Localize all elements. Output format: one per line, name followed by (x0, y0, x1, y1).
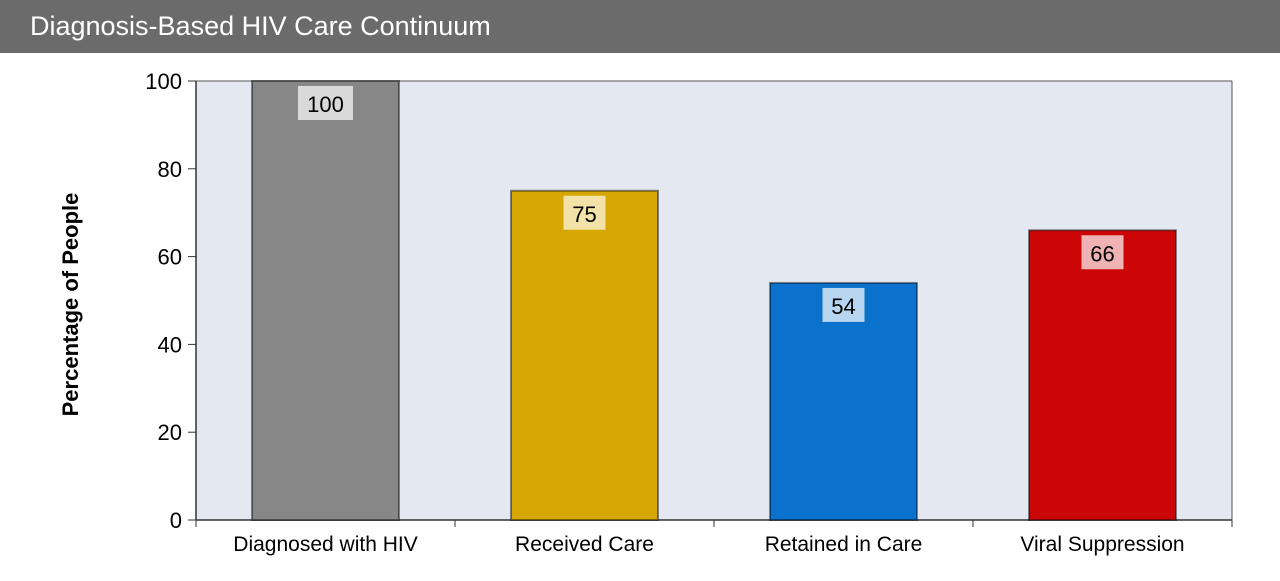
y-axis-label: Percentage of People (58, 193, 83, 417)
data-label-bg (298, 86, 353, 120)
y-tick-label: 80 (158, 157, 182, 182)
data-label: 100 (307, 92, 344, 117)
x-category-label: Received Care (515, 533, 654, 556)
y-tick-label: 40 (158, 332, 182, 357)
bar-1 (510, 189, 659, 521)
y-tick-label: 20 (158, 420, 182, 445)
data-label-bg (1081, 235, 1124, 270)
y-tick-label: 60 (158, 245, 182, 270)
data-label-bg (563, 195, 606, 230)
bar-0 (251, 80, 400, 521)
x-category-label: Viral Suppression (1020, 533, 1184, 556)
data-label-bg (822, 287, 865, 322)
bar-2 (769, 281, 918, 521)
data-label: 54 (831, 294, 855, 319)
y-tick-label: 100 (145, 69, 182, 94)
data-label: 66 (1090, 241, 1114, 266)
bar-3 (1028, 229, 1177, 521)
x-category-label: Retained in Care (765, 533, 923, 556)
y-tick-label: 0 (170, 508, 182, 533)
data-label: 75 (572, 202, 596, 227)
page-title: Diagnosis-Based HIV Care Continuum (0, 0, 1280, 53)
x-category-label: Diagnosed with HIV (233, 533, 417, 556)
